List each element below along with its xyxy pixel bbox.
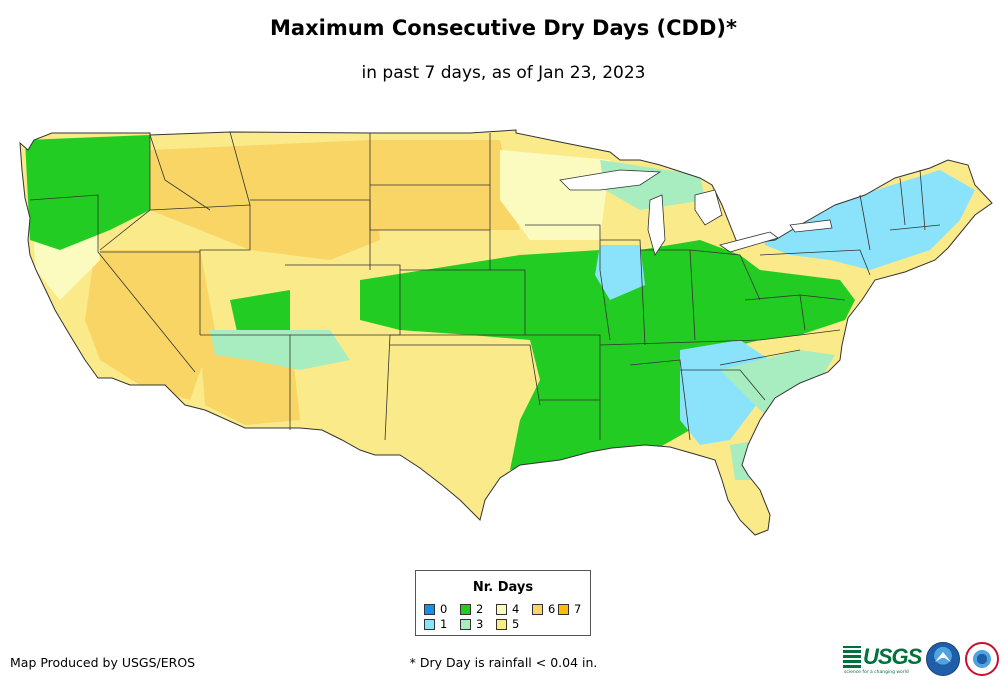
nws-logo-icon [965,642,999,676]
legend-label-2: 2 [476,602,484,616]
noaa-logo-icon [926,642,960,676]
legend-label-1: 1 [440,617,448,631]
legend-item-2: 2 [460,603,483,616]
footnote: * Dry Day is rainfall < 0.04 in. [0,655,1007,670]
legend-item-0: 0 [424,603,447,616]
region-3-carolinas [720,350,835,420]
legend-swatch-2 [460,604,471,615]
legend-swatch-3 [460,619,471,630]
map-credit: Map Produced by USGS/EROS [10,655,196,670]
region-6-southwest [85,250,215,400]
legend-label-6: 6 [548,602,556,616]
lake-michigan [647,194,666,256]
usgs-logo-icon: USGS science for a changing world [843,644,922,675]
lake-erie [719,231,779,253]
legend-swatch-5 [496,619,507,630]
footnote-text: * Dry Day is rainfall < 0.04 in. [409,655,598,670]
region-2-central-east [360,240,855,470]
legend-label-4: 4 [512,602,520,616]
legend-item-1: 1 [424,618,447,631]
map-subtitle: in past 7 days, as of Jan 23, 2023 [361,63,646,83]
noaa-bird-icon [935,652,951,662]
legend: Nr. Days 0 2 4 6 7 1 3 5 [415,570,591,636]
legend-label-3: 3 [476,617,484,631]
region-4-upper-midwest [500,150,610,240]
state-boundaries [29,131,941,441]
legend-swatch-6 [532,604,543,615]
region-1-northeast [760,170,975,270]
legend-item-4: 4 [496,603,519,616]
legend-item-7: 7 [558,603,581,616]
great-lakes [559,169,833,256]
legend-item-3: 3 [460,618,483,631]
region-1-illinois [595,245,645,300]
nws-globe-icon [973,650,991,668]
legend-label-7: 7 [574,602,582,616]
legend-swatch-4 [496,604,507,615]
legend-item-6: 6 [532,603,555,616]
region-2-pacific-northwest [25,135,150,250]
legend-label-5: 5 [512,617,520,631]
legend-swatch-7 [558,604,569,615]
usgs-bars-icon [843,646,861,668]
legend-label-0: 0 [440,602,448,616]
usgs-wordmark: USGS [863,644,922,669]
legend-swatch-1 [424,619,435,630]
legend-item-5: 5 [496,618,519,631]
lake-ontario [789,219,833,233]
legend-title: Nr. Days [472,580,534,595]
lake-superior [559,169,662,191]
map-title: Maximum Consecutive Dry Days (CDD)* [270,16,737,40]
agency-logos: USGS science for a changing world [843,640,1003,680]
legend-swatch-0 [424,604,435,615]
region-3-north-florida [730,440,760,480]
lake-huron [694,189,723,226]
usgs-tagline: science for a changing world [844,670,909,675]
region-3-four-corners [210,330,350,370]
